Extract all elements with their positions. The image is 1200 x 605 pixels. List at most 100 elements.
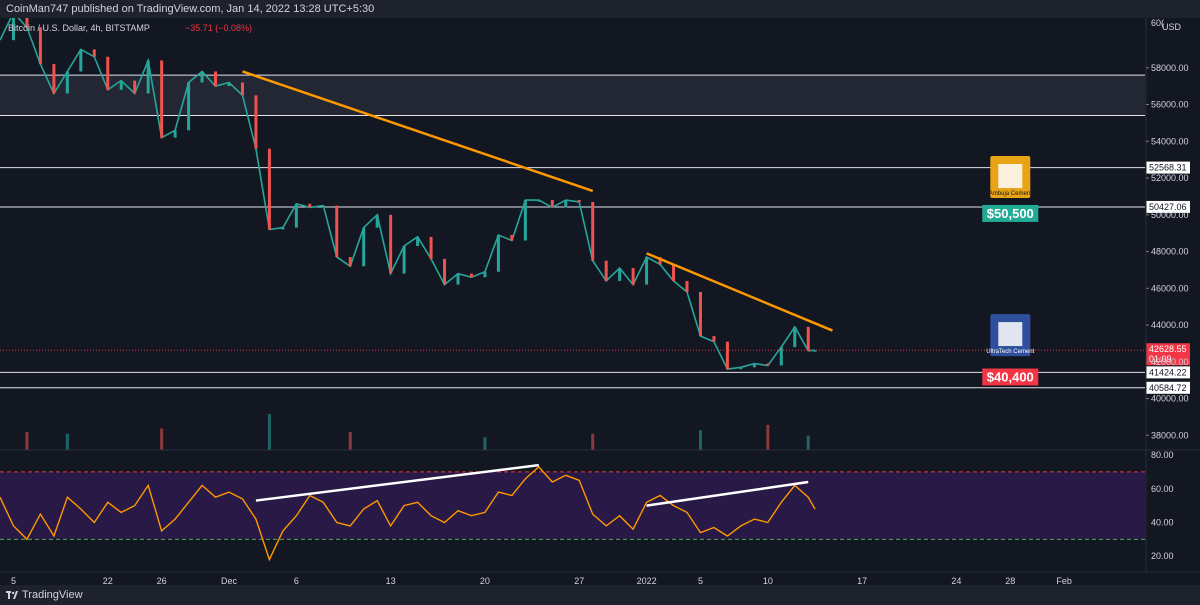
candle [38, 27, 42, 65]
candle [752, 363, 756, 368]
price-target-badge-0 [982, 204, 1039, 222]
price-zones [0, 75, 1145, 116]
level-label-bg-3 [1146, 200, 1190, 213]
trendlines[interactable] [242, 70, 833, 332]
horizontal-levels: 52568.31 50427.06 41424.22 40584.72 [0, 74, 1190, 394]
candle [160, 60, 164, 138]
rsi-panel [0, 449, 1200, 562]
rsi-tick-label: 20.00 [1151, 551, 1174, 561]
candle [537, 200, 541, 202]
candle [793, 326, 797, 348]
level-label-5: 40584.72 [1149, 383, 1187, 393]
candle [11, 18, 15, 41]
price-tick-label: 52000.00 [1151, 173, 1189, 183]
volume-bar [267, 414, 271, 450]
logo-mark [998, 322, 1023, 347]
price-trendline-1[interactable] [646, 252, 833, 332]
candle [591, 201, 595, 261]
tradingview-logo-icon [6, 591, 18, 599]
logo-caption: Ambuja Cement [989, 191, 1032, 197]
price-tick-label: 44000.00 [1151, 320, 1189, 330]
candle [564, 200, 568, 208]
candle [739, 367, 743, 370]
candle [187, 82, 191, 131]
publisher-header: CoinMan747 published on TradingView.com,… [0, 0, 1200, 18]
candle [631, 268, 635, 285]
candle [429, 236, 433, 259]
axes: 38000.00 40000.00 42000.00 44000.00 46000.00… [0, 18, 1200, 585]
candle [92, 49, 96, 57]
candle [469, 273, 473, 278]
candle [294, 203, 298, 228]
candle [389, 214, 393, 274]
price-tick-label: 42000.00 [1151, 357, 1189, 367]
resistance-zone [0, 75, 1145, 116]
candle [173, 130, 177, 138]
candle [483, 271, 487, 278]
price-trendline-0[interactable] [242, 70, 594, 193]
symbol-change: −35.71 (−0.08%) [185, 23, 252, 33]
publisher-line: CoinMan747 published on TradingView.com,… [6, 3, 375, 15]
price-tick-label: 38000.00 [1151, 430, 1189, 440]
rsi-tick-label: 40.00 [1151, 517, 1174, 527]
candle [133, 80, 137, 94]
time-tick-label: 27 [574, 576, 584, 585]
volume-bar [348, 432, 352, 450]
symbol-legend: Bitcoin / U.S. Dollar, 4h, BITSTAMP −35.… [8, 23, 252, 33]
level-label-3: 50427.06 [1149, 202, 1187, 212]
candle [456, 273, 460, 285]
volume-bar [698, 430, 702, 450]
time-tick-label: 17 [857, 576, 867, 585]
time-tick-label: 2022 [637, 576, 657, 585]
candle [65, 71, 69, 94]
price-tick-label: 50000.00 [1151, 210, 1189, 220]
price-tick-label: 48000.00 [1151, 247, 1189, 257]
logo-mark [998, 164, 1023, 189]
candle [200, 71, 204, 83]
candle [106, 56, 110, 90]
logo-caption: UltraTech Cement [986, 349, 1034, 355]
volume-bar [160, 428, 164, 450]
price-tick-label: 58000.00 [1151, 63, 1189, 73]
rsi-trendline-0[interactable] [255, 463, 539, 502]
candle [214, 71, 218, 87]
candle [146, 60, 150, 94]
candle [725, 341, 729, 370]
volume-bar [766, 424, 770, 450]
level-label-bg-4 [1146, 366, 1190, 379]
candle [227, 82, 231, 87]
price-tick-label: 56000.00 [1151, 100, 1189, 110]
candle [321, 205, 325, 208]
candle [240, 82, 244, 96]
candle [712, 336, 716, 342]
chart[interactable]: 52568.31 50427.06 41424.22 40584.72 42628.5… [0, 18, 1200, 585]
candle [79, 49, 83, 72]
candle [335, 205, 339, 258]
price-target-badge-1 [982, 368, 1039, 386]
candle [25, 18, 29, 28]
current-price-label: 42628.55 [1149, 344, 1187, 354]
price-tick-label: 54000.00 [1151, 136, 1189, 146]
candle [348, 257, 352, 267]
time-tick-label: 13 [386, 576, 396, 585]
candle [281, 227, 285, 230]
candle [779, 347, 783, 366]
branding-label: TradingView [22, 589, 83, 601]
time-tick-label: 20 [480, 576, 490, 585]
time-tick-label: 22 [103, 576, 113, 585]
candle [52, 64, 56, 94]
time-tick-label: 5 [11, 576, 16, 585]
time-tick-label: Feb [1056, 576, 1072, 585]
candle [698, 291, 702, 337]
candle [416, 236, 420, 247]
candle [267, 148, 271, 230]
time-tick-label: 24 [951, 576, 961, 585]
time-tick-label: Dec [221, 576, 238, 585]
candle [766, 363, 770, 366]
rsi-band [0, 471, 1145, 540]
level-label-2: 52568.31 [1149, 163, 1187, 173]
price-unit-label: USD [1162, 22, 1182, 32]
volume-bar [806, 435, 810, 450]
rsi-trendline-1[interactable] [646, 480, 809, 507]
